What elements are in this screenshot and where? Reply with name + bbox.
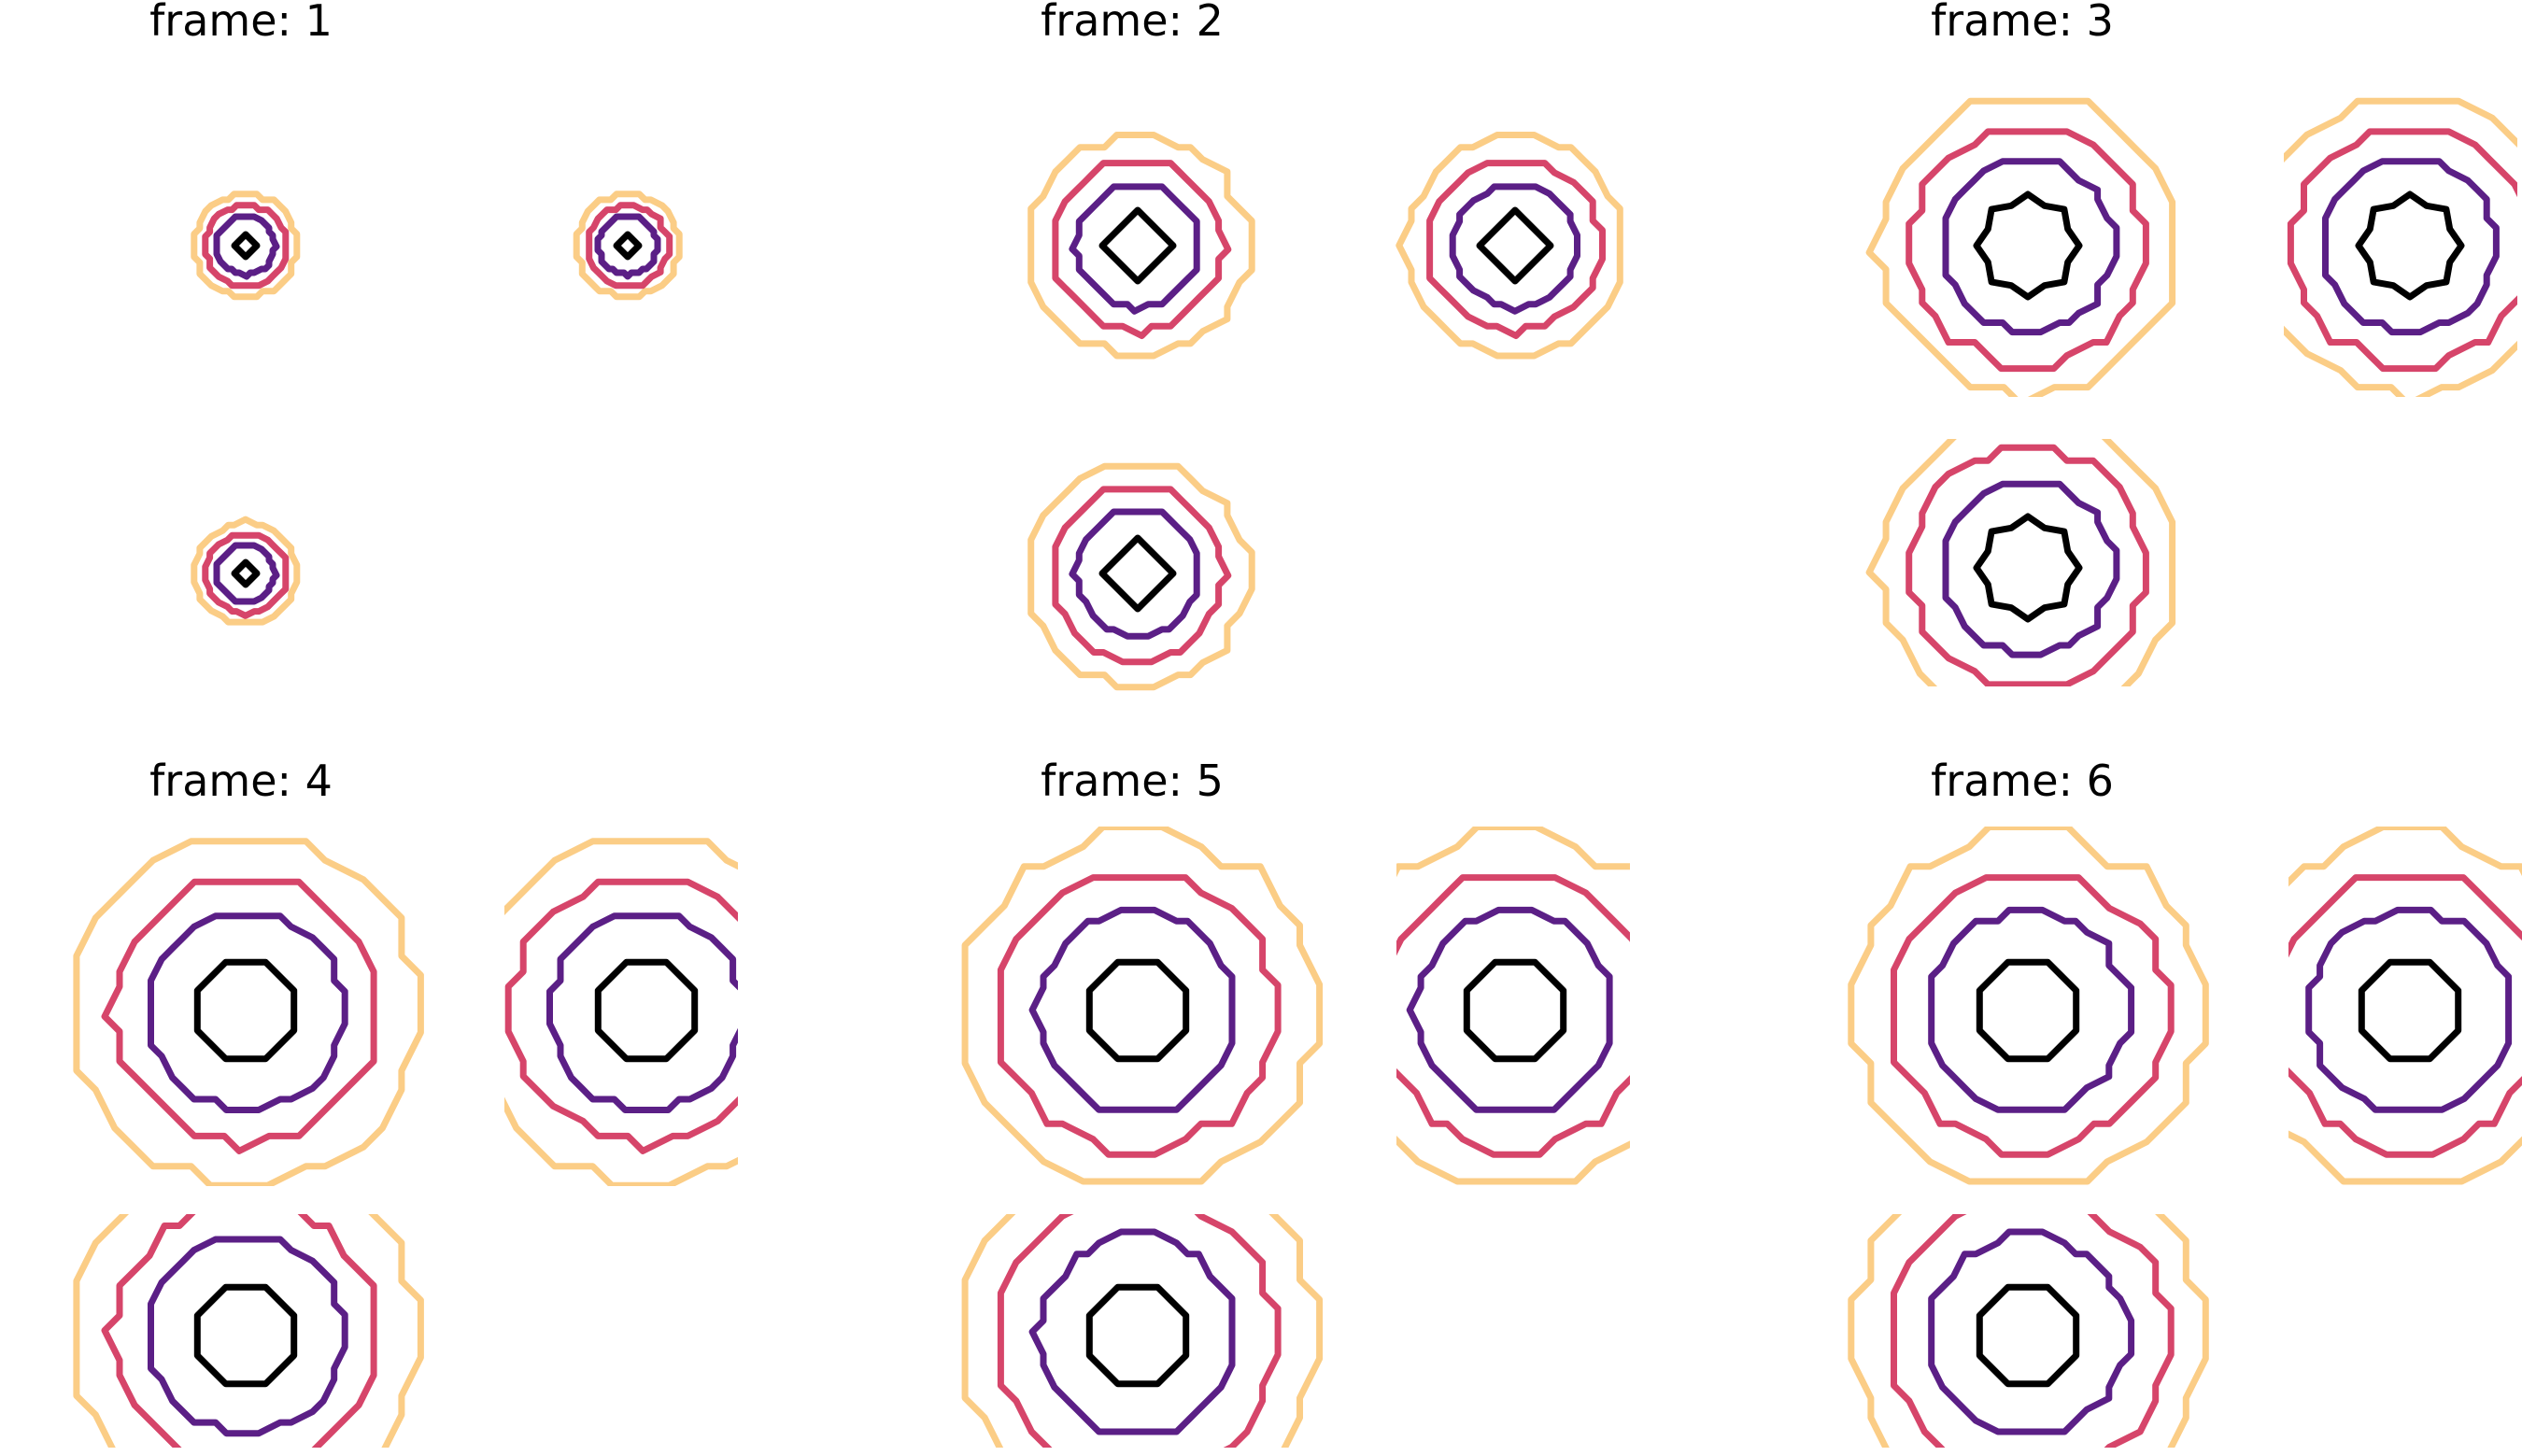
- contour-level-2: [1028, 1228, 1236, 1435]
- contour-level-3: [1891, 874, 2175, 1158]
- contour-level-2: [148, 1236, 348, 1437]
- frame-6-glyph-top-right: [2288, 827, 2522, 1185]
- frame-2-glyph-top-right: [1396, 132, 1623, 360]
- contour-level-1: [1463, 958, 1567, 1063]
- contour-level-3: [1052, 486, 1232, 666]
- contour-level-4: [961, 827, 1324, 1185]
- contour-level-3: [1906, 128, 2149, 373]
- contour-level-2: [1449, 183, 1580, 315]
- contour-level-1: [1973, 513, 2083, 623]
- frame-6-glyph-bottom-left: [1848, 1214, 2209, 1448]
- frame-3-title: frame: 3: [1931, 0, 2114, 46]
- contour-level-1: [1976, 1283, 2080, 1388]
- contour-level-1: [193, 958, 298, 1063]
- contour-level-2: [1406, 906, 1613, 1113]
- contour-level-4: [1865, 439, 2176, 686]
- contour-level-3: [1396, 874, 1630, 1158]
- frame-4-title: frame: 4: [149, 756, 333, 806]
- contour-level-3: [997, 874, 1282, 1158]
- contour-level-2: [2305, 906, 2513, 1113]
- contour-level-3: [101, 1214, 377, 1448]
- contour-level-1: [2355, 191, 2465, 301]
- contour-glyphs: [73, 97, 2522, 1448]
- contour-level-1: [1476, 206, 1554, 285]
- contour-level-4: [2288, 827, 2522, 1185]
- frame-5-glyph-bottom-left: [961, 1214, 1324, 1448]
- contour-level-2: [213, 213, 280, 280]
- contour-level-2: [594, 213, 661, 280]
- contour-level-2: [546, 912, 738, 1113]
- frame-2-glyph-bottom-left: [1027, 462, 1255, 691]
- frame-2-glyph-top-left: [1027, 132, 1255, 360]
- contour-level-2: [1942, 480, 2120, 658]
- contour-level-3: [101, 878, 377, 1154]
- contour-level-3: [997, 1214, 1282, 1448]
- contour-level-1: [613, 231, 643, 261]
- contour-level-1: [594, 958, 699, 1063]
- frame-3-glyph-top-right: [2284, 97, 2517, 397]
- frame-1-title: frame: 1: [149, 0, 333, 46]
- contour-level-1: [1098, 206, 1177, 285]
- contour-level-4: [2284, 97, 2517, 397]
- contour-level-2: [1942, 158, 2120, 336]
- contour-level-1: [231, 231, 261, 261]
- frame-5-glyph-top-right: [1396, 827, 1630, 1185]
- contour-level-3: [202, 531, 290, 619]
- contour-level-4: [1848, 1214, 2209, 1448]
- contour-level-2: [148, 912, 348, 1113]
- contour-level-4: [573, 191, 683, 301]
- contour-level-3: [2288, 874, 2522, 1158]
- frame-3-glyph-bottom-left: [1865, 439, 2176, 686]
- frame-3-glyph-top-left: [1865, 97, 2176, 397]
- contour-level-4: [1396, 132, 1623, 360]
- contour-level-3: [504, 878, 738, 1154]
- contour-level-4: [1396, 827, 1630, 1185]
- contour-level-1: [2358, 958, 2462, 1063]
- contour-level-4: [1865, 97, 2176, 397]
- frame-4-glyph-top-left: [73, 838, 424, 1186]
- contour-level-1: [1085, 1283, 1190, 1388]
- contour-level-3: [2287, 128, 2517, 373]
- contour-level-4: [1027, 132, 1255, 360]
- frame-5-glyph-top-left: [961, 827, 1324, 1185]
- contour-level-4: [504, 838, 738, 1186]
- frame-2-title: frame: 2: [1041, 0, 1224, 46]
- contour-level-3: [1052, 160, 1232, 339]
- frame-4-glyph-top-right: [504, 838, 738, 1186]
- contour-level-3: [1906, 444, 2149, 686]
- contour-level-4: [191, 516, 301, 626]
- contour-level-4: [1027, 462, 1255, 691]
- frame-1-glyph-bottom-left: [191, 516, 301, 626]
- contour-level-3: [202, 202, 290, 290]
- contour-level-2: [1928, 1228, 2135, 1435]
- frame-1-glyph-top-left: [191, 191, 301, 301]
- contour-level-3: [1891, 1214, 2175, 1448]
- contour-level-1: [231, 558, 261, 588]
- contour-level-1: [1098, 534, 1177, 613]
- contour-level-2: [2322, 158, 2500, 336]
- frame-4-glyph-bottom-left: [73, 1214, 424, 1448]
- contour-level-4: [73, 1214, 424, 1448]
- contour-level-1: [1976, 958, 2080, 1063]
- frame-1-glyph-top-right: [573, 191, 683, 301]
- contour-level-2: [1069, 183, 1200, 315]
- contour-level-3: [1426, 160, 1606, 339]
- contour-level-3: [586, 202, 673, 290]
- frame-6-title: frame: 6: [1931, 756, 2114, 806]
- frame-5-title: frame: 5: [1041, 756, 1224, 806]
- contour-level-4: [961, 1214, 1324, 1448]
- frame-6-glyph-top-left: [1848, 827, 2209, 1185]
- contour-level-4: [191, 191, 301, 301]
- contour-level-1: [193, 1283, 298, 1388]
- contour-level-2: [1928, 906, 2135, 1113]
- contour-level-1: [1085, 958, 1190, 1063]
- contour-level-4: [1848, 827, 2209, 1185]
- contour-level-2: [1069, 508, 1200, 640]
- contour-level-2: [1028, 906, 1236, 1113]
- contour-level-1: [1973, 191, 2083, 301]
- contour-level-2: [213, 542, 280, 605]
- contour-level-4: [73, 838, 424, 1186]
